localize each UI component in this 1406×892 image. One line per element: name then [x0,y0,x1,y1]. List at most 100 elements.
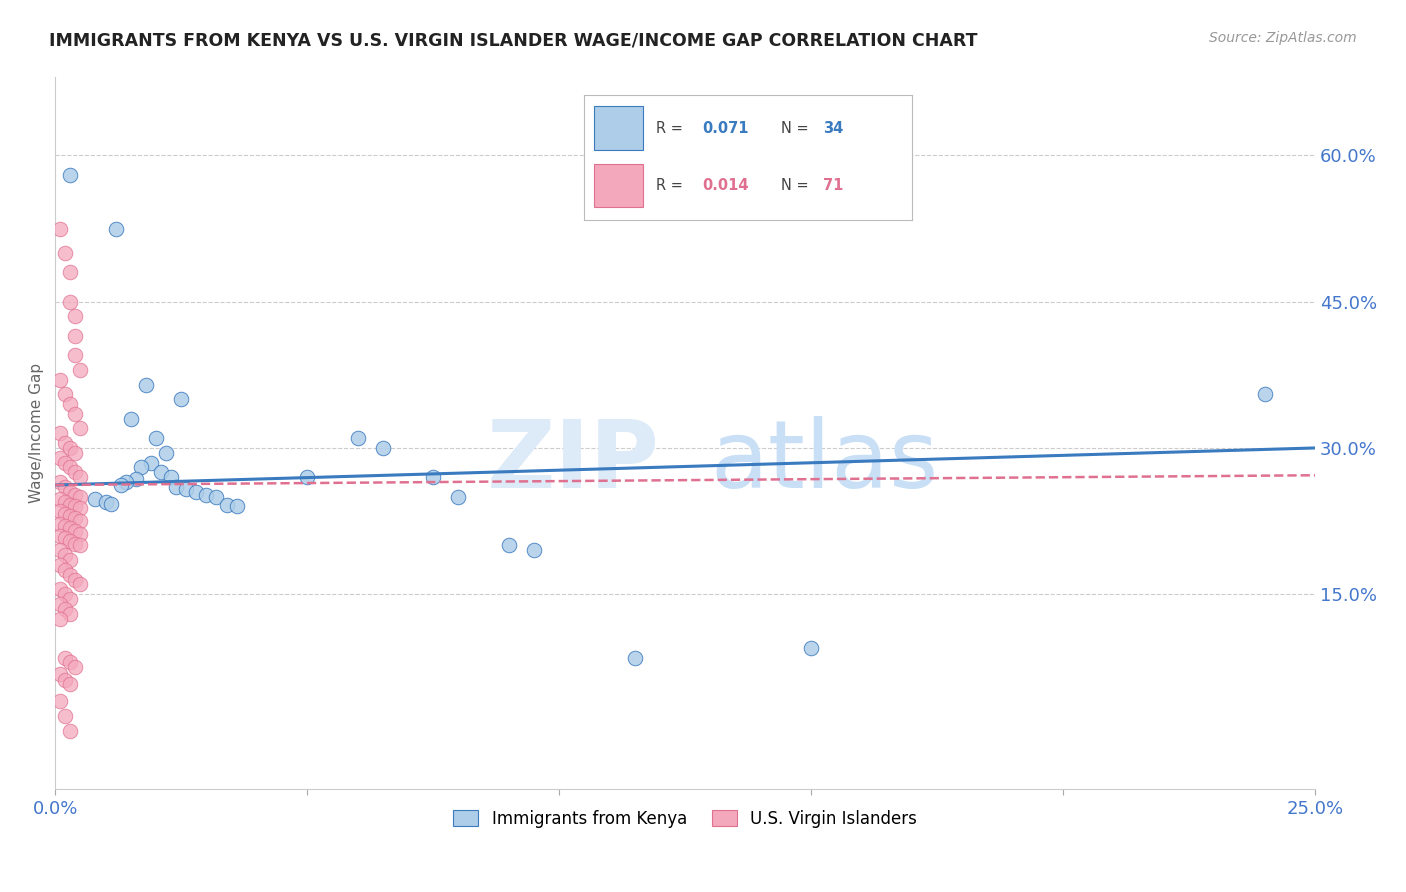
Point [225,500,247,514]
Point [53,508,76,522]
Point [53,650,76,665]
Point [49,373,72,387]
Point [59,397,82,411]
Point [53,436,76,450]
Point [53,480,76,494]
Point [53,673,76,687]
Point [84,491,107,506]
Point [59,567,82,582]
Point [94,494,117,508]
Point [49,221,72,235]
Point [100,496,122,510]
Point [53,563,76,577]
Point [49,582,72,597]
Point [49,491,72,506]
Point [371,441,394,455]
Point [59,168,82,182]
Point [59,441,82,455]
Point [150,466,173,480]
Point [422,470,444,484]
Point [205,490,228,504]
Point [523,543,546,558]
Point [59,294,82,309]
Point [49,426,72,441]
Point [69,470,91,484]
Point [135,377,157,392]
Point [49,543,72,558]
Point [59,460,82,475]
Point [65,310,87,324]
Point [69,577,91,591]
Point [1253,387,1275,401]
Point [59,553,82,567]
Point [65,660,87,674]
Point [65,500,87,514]
Point [195,488,218,502]
Point [65,348,87,362]
Point [125,472,148,486]
Point [346,431,368,445]
Point [65,488,87,502]
Point [65,407,87,421]
Point [104,221,127,235]
Point [59,533,82,548]
Point [53,456,76,470]
Point [174,482,197,496]
Point [49,667,72,681]
Point [49,694,72,708]
Point [65,524,87,538]
Point [59,656,82,670]
Point [69,501,91,516]
Point [65,446,87,460]
Point [59,592,82,607]
Point [53,246,76,260]
Y-axis label: Wage/Income Gap: Wage/Income Gap [30,363,44,503]
Text: ZIP: ZIP [486,416,659,508]
Point [165,480,187,494]
Point [69,539,91,553]
Point [59,498,82,512]
Point [49,529,72,543]
Point [59,484,82,499]
Point [65,573,87,587]
Point [59,607,82,621]
Point [65,466,87,480]
Point [53,709,76,723]
Point [59,677,82,691]
Point [215,498,238,512]
Point [69,363,91,377]
Point [69,421,91,435]
Point [59,723,82,738]
Text: Source: ZipAtlas.com: Source: ZipAtlas.com [1209,31,1357,45]
Point [49,450,72,465]
Point [69,514,91,528]
Point [53,602,76,616]
Point [59,521,82,535]
Legend: Immigrants from Kenya, U.S. Virgin Islanders: Immigrants from Kenya, U.S. Virgin Islan… [447,803,924,834]
Point [295,470,318,484]
Point [800,640,823,655]
Point [53,387,76,401]
Point [129,460,152,475]
Point [53,494,76,508]
Point [155,446,177,460]
Point [59,265,82,279]
Point [53,587,76,601]
Point [65,328,87,343]
Point [69,490,91,504]
Point [170,392,193,407]
Point [110,478,132,492]
Point [53,548,76,562]
Point [59,509,82,524]
Point [49,611,72,625]
Point [120,411,142,425]
Point [160,470,183,484]
Point [65,536,87,550]
Point [69,526,91,541]
Point [114,475,136,489]
Point [498,539,520,553]
Point [49,504,72,518]
Point [53,531,76,545]
Point [145,431,167,445]
Point [53,519,76,533]
